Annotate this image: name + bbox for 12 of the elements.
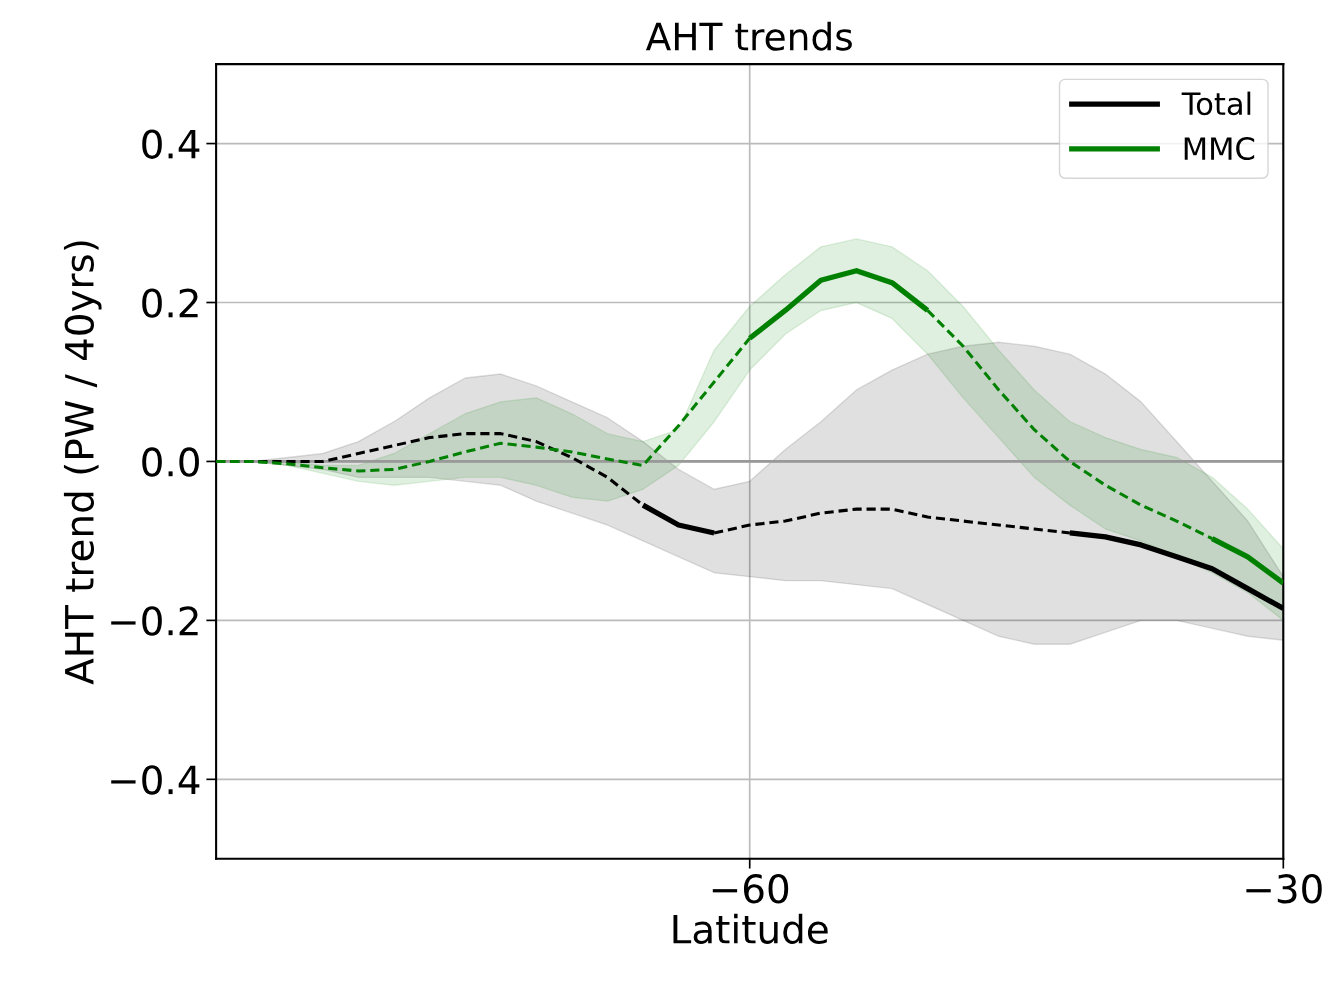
- y-tick-label: 0.2: [142, 288, 198, 318]
- x-axis-title: Latitude: [673, 913, 828, 944]
- y-tick-label: −0.2: [111, 606, 198, 636]
- legend-label: MMC: [1184, 136, 1255, 161]
- x-tick-label: −30: [1246, 874, 1322, 904]
- legend-label: Total: [1181, 91, 1251, 116]
- y-tick-label: 0.4: [142, 129, 200, 159]
- y-tick-label: 0.0: [142, 447, 199, 477]
- y-axis-title: AHT trend (PW / 40yrs): [63, 241, 102, 685]
- chart-title: AHT trends: [645, 21, 852, 51]
- x-tick-label: −60: [712, 874, 789, 904]
- y-tick-label: −0.4: [111, 765, 200, 795]
